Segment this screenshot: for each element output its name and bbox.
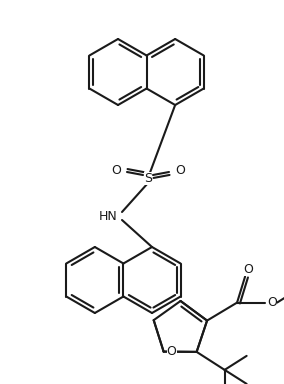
Text: O: O — [111, 164, 121, 177]
Text: S: S — [144, 172, 152, 184]
Text: HN: HN — [99, 210, 117, 222]
Text: O: O — [175, 164, 185, 177]
Text: O: O — [267, 296, 277, 309]
Text: O: O — [243, 263, 253, 276]
Text: O: O — [167, 345, 177, 358]
